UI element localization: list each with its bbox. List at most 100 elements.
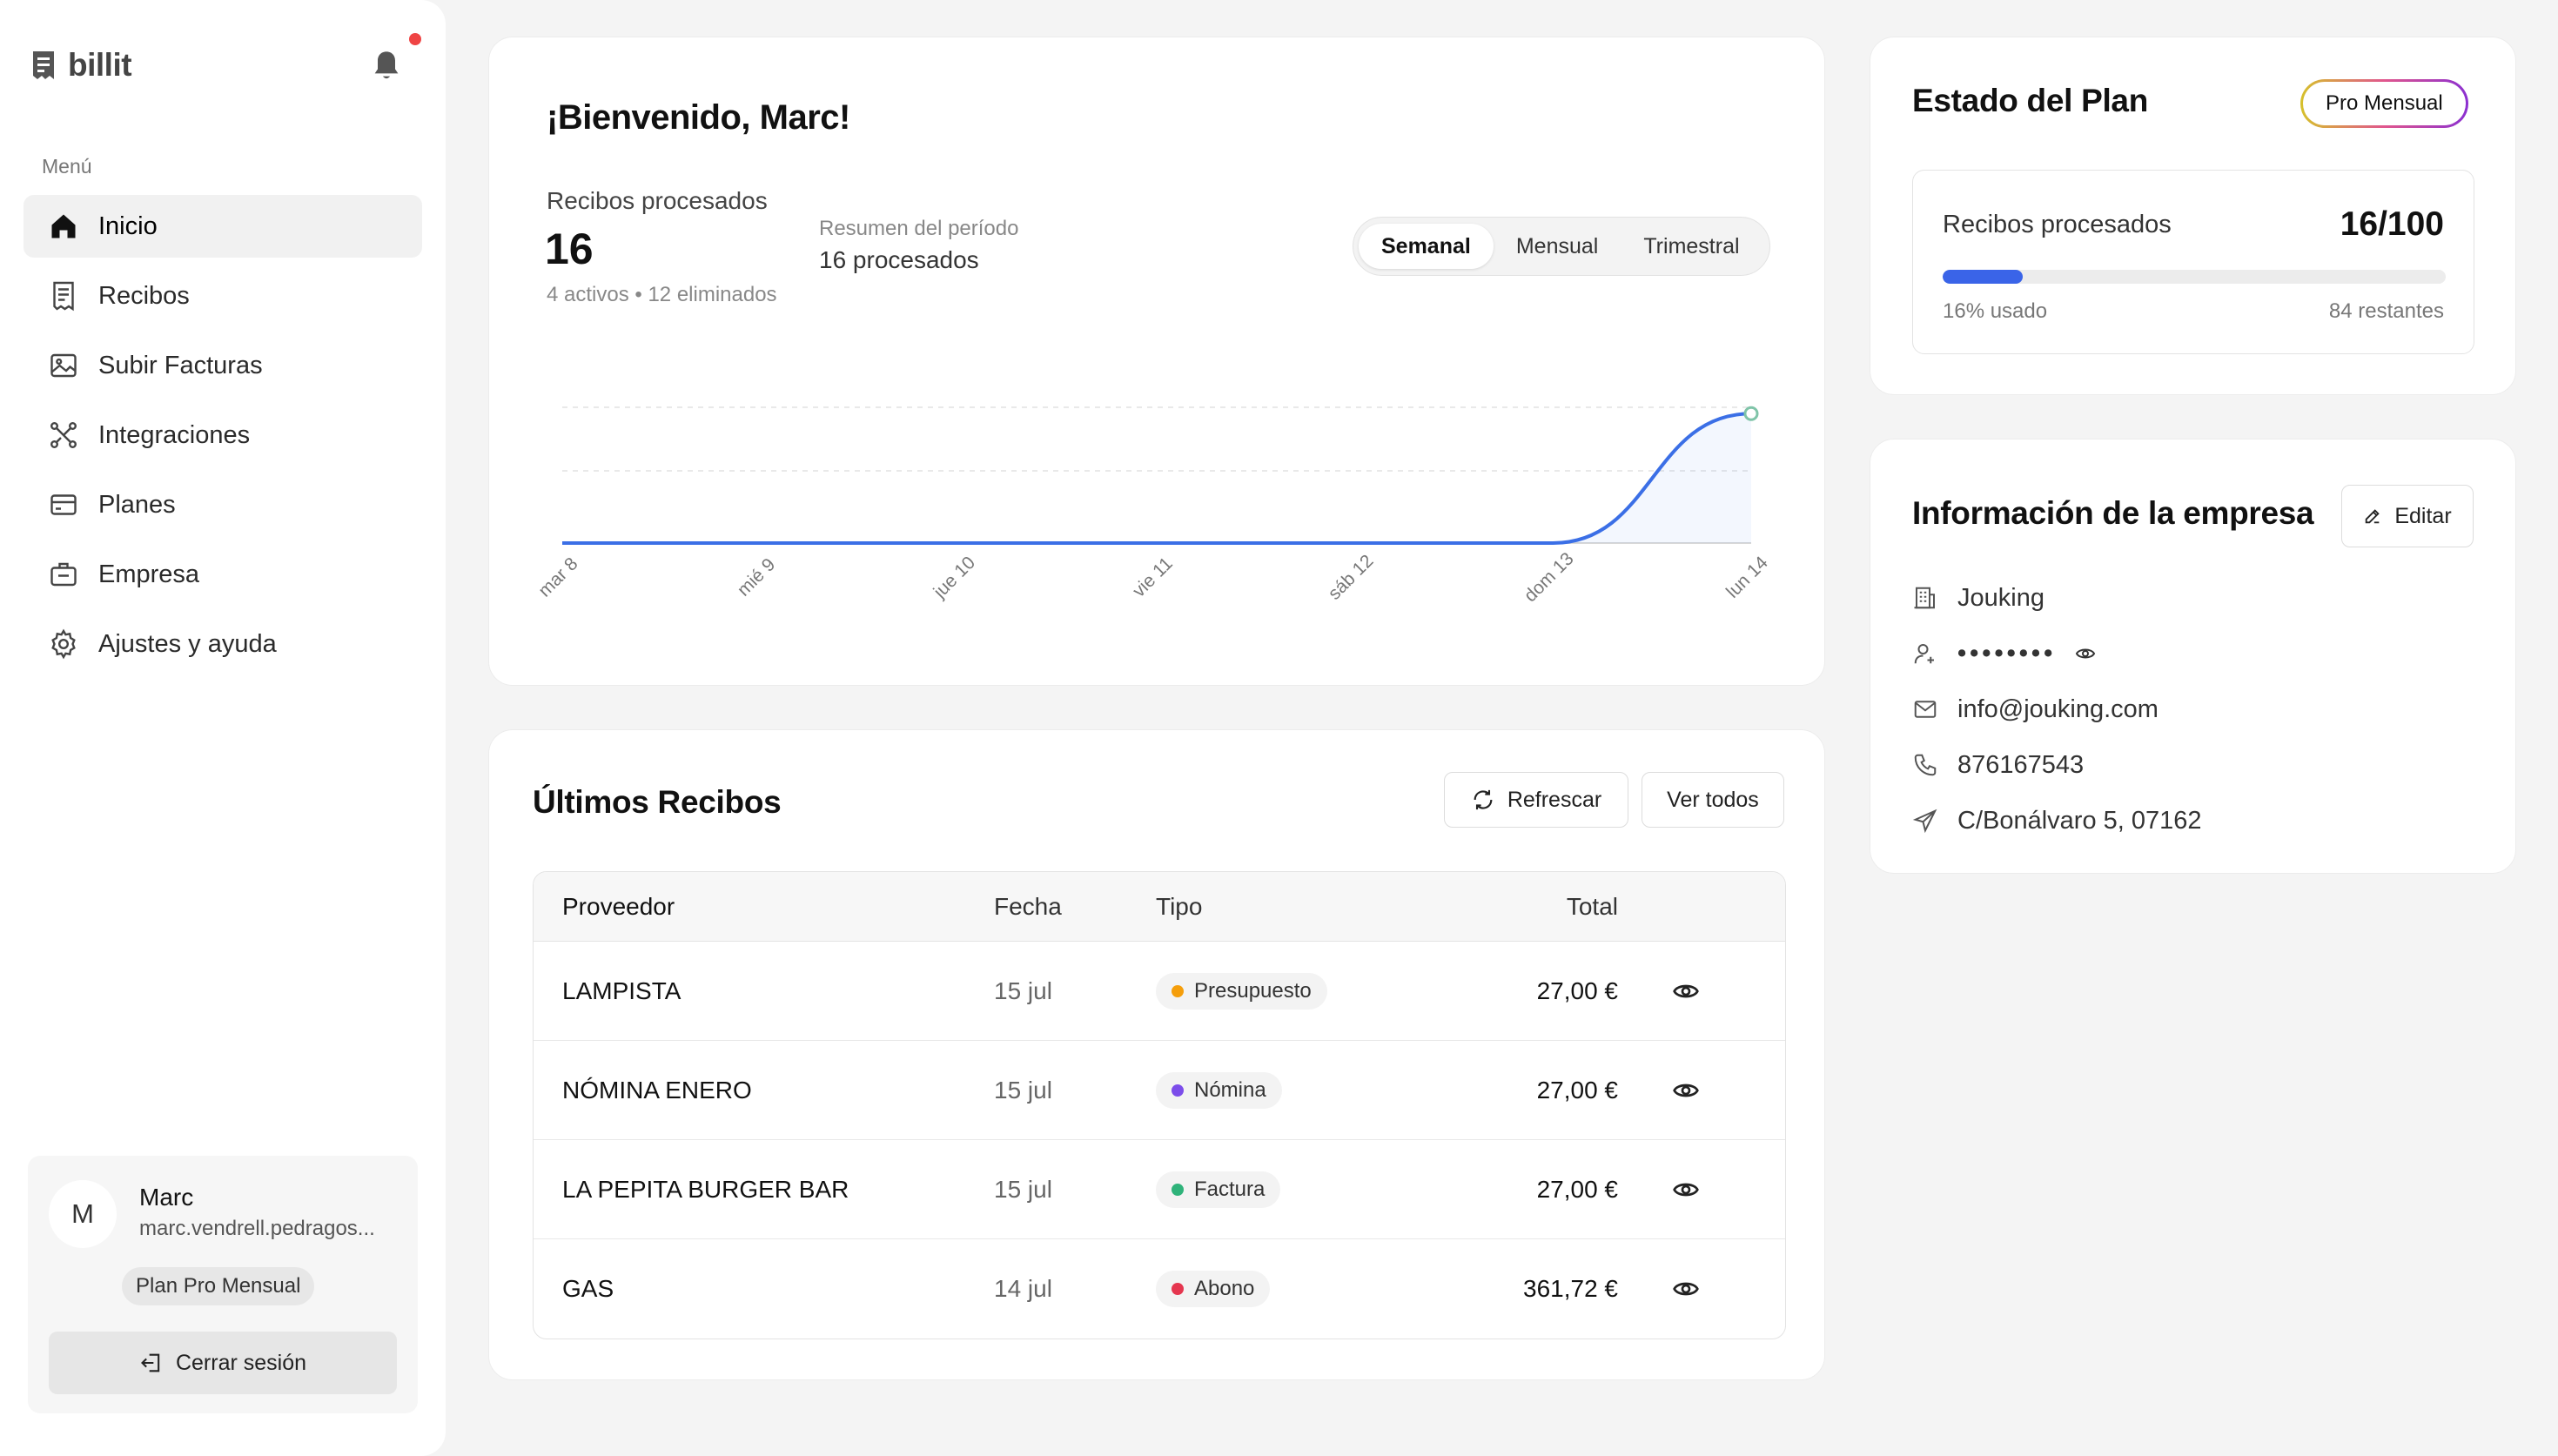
row-total: 27,00 €: [1536, 976, 1618, 1004]
plan-card: Estado del Plan Pro Mensual Recibos proc…: [1870, 37, 2516, 395]
card-icon: [50, 494, 77, 515]
sidebar-item-subir-facturas[interactable]: Subir Facturas: [23, 334, 422, 397]
phone-icon: [1914, 754, 1937, 776]
receipt-logo-icon: [33, 51, 54, 79]
stat-value: 16: [545, 225, 594, 273]
sidebar-item-label: Planes: [98, 490, 176, 519]
row-date: 15 jul: [994, 1076, 1052, 1104]
type-dot: [1172, 1283, 1184, 1295]
user-name: Marc: [139, 1184, 194, 1211]
tab-semanal[interactable]: Semanal: [1359, 224, 1494, 269]
col-provider[interactable]: Proveedor: [562, 892, 675, 920]
company-address: C/Bonálvaro 5, 07162: [1957, 806, 2202, 835]
x-tick-label: sáb 12: [1325, 551, 1378, 604]
table-row[interactable]: GAS 14 jul Abono 361,72 €: [534, 1239, 1785, 1339]
company-name: Jouking: [1957, 583, 2044, 612]
bell-icon[interactable]: [369, 49, 404, 84]
x-tick-label: lun 14: [1722, 553, 1772, 602]
col-type[interactable]: Tipo: [1156, 892, 1203, 920]
tab-trimestral[interactable]: Trimestral: [1643, 233, 1740, 258]
mail-icon: [1914, 701, 1937, 718]
receipt-icon: [53, 281, 74, 312]
company-masked-id: ••••••••: [1957, 639, 2057, 668]
company-email: info@jouking.com: [1957, 694, 2159, 723]
menu-label: Menú: [42, 155, 92, 178]
pencil-icon: [2366, 509, 2380, 524]
type-dot: [1172, 1183, 1184, 1196]
type-label: Factura: [1194, 1177, 1266, 1201]
sidebar-item-label: Subir Facturas: [98, 351, 263, 379]
image-icon: [50, 353, 77, 378]
avatar[interactable]: M: [49, 1180, 117, 1248]
eye-icon[interactable]: [1672, 1176, 1700, 1204]
refresh-icon: [1474, 789, 1493, 810]
company-name-row: Jouking: [1912, 570, 2202, 626]
company-phone-row: 876167543: [1912, 737, 2202, 793]
type-badge: Presupuesto: [1156, 972, 1327, 1010]
brand-logo[interactable]: billit: [31, 47, 132, 84]
type-label: Nómina: [1194, 1077, 1266, 1102]
plan-chip: Plan Pro Mensual: [122, 1267, 315, 1305]
sidebar-item-planes[interactable]: Planes: [23, 473, 422, 536]
sidebar-item-integraciones[interactable]: Integraciones: [23, 404, 422, 466]
refresh-label: Refrescar: [1507, 787, 1602, 812]
view-all-button[interactable]: Ver todos: [1642, 772, 1784, 828]
briefcase-icon: [50, 562, 77, 587]
table-row[interactable]: NÓMINA ENERO 15 jul Nómina 27,00 €: [534, 1041, 1785, 1140]
receipts-card: Últimos Recibos Refrescar Ver todos Prov…: [488, 729, 1825, 1380]
series-area: [562, 413, 1751, 543]
row-date: 15 jul: [994, 976, 1052, 1004]
x-tick-label: mié 9: [734, 554, 780, 601]
company-email-row: info@jouking.com: [1912, 681, 2202, 737]
usage-used: 16% usado: [1943, 299, 2048, 323]
sidebar-item-ajustes[interactable]: Ajustes y ayuda: [23, 613, 422, 675]
edit-button[interactable]: Editar: [2341, 485, 2474, 547]
col-total[interactable]: Total: [1566, 892, 1618, 920]
notification-dot: [409, 33, 421, 45]
col-date[interactable]: Fecha: [994, 892, 1062, 920]
period-value: 16 procesados: [819, 246, 979, 273]
receipts-table: Proveedor Fecha Tipo Total LAMPISTA 15 ju…: [533, 871, 1786, 1339]
eye-icon[interactable]: [2075, 643, 2096, 664]
row-type: Nómina: [1156, 1071, 1282, 1109]
refresh-button[interactable]: Refrescar: [1444, 772, 1628, 828]
sidebar-item-label: Inicio: [98, 211, 158, 240]
page-title: ¡Bienvenido, Marc!: [547, 98, 850, 137]
plan-badge: Pro Mensual: [2300, 79, 2468, 128]
sidebar-item-empresa[interactable]: Empresa: [23, 543, 422, 606]
plan-title: Estado del Plan: [1912, 83, 2149, 118]
usage-remaining: 84 restantes: [2328, 299, 2444, 323]
table-header: Proveedor Fecha Tipo Total: [534, 872, 1785, 942]
sidebar-item-label: Integraciones: [98, 420, 251, 449]
sidebar-item-inicio[interactable]: Inicio: [23, 195, 422, 258]
row-total: 361,72 €: [1523, 1275, 1618, 1302]
x-tick-label: vie 11: [1129, 554, 1177, 601]
row-type: Presupuesto: [1156, 972, 1327, 1010]
eye-icon[interactable]: [1672, 1275, 1700, 1303]
stat-sub: 4 activos • 12 eliminados: [547, 283, 777, 306]
sidebar-item-recibos[interactable]: Recibos: [23, 265, 422, 327]
row-total: 27,00 €: [1536, 1175, 1618, 1203]
company-phone: 876167543: [1957, 750, 2085, 779]
type-badge: Factura: [1156, 1171, 1281, 1208]
table-row[interactable]: LA PEPITA BURGER BAR 15 jul Factura 27,00 €: [534, 1140, 1785, 1239]
receipts-title: Últimos Recibos: [533, 784, 782, 820]
receipts-chart: mar 8 mié 9 jue 10 vie 11 sáb 12 dom 13 lun 14: [534, 406, 1772, 607]
row-total: 27,00 €: [1536, 1076, 1618, 1104]
logout-button[interactable]: Cerrar sesión: [49, 1332, 397, 1394]
usage-progress: [1943, 270, 2446, 284]
table-row[interactable]: LAMPISTA 15 jul Presupuesto 27,00 €: [534, 942, 1785, 1041]
eye-icon[interactable]: [1672, 1077, 1700, 1104]
eye-icon[interactable]: [1672, 977, 1700, 1005]
sidebar-item-label: Recibos: [98, 281, 190, 310]
user-email: marc.vendrell.pedragos...: [139, 1217, 375, 1240]
welcome-card: ¡Bienvenido, Marc! Recibos procesados 16…: [488, 37, 1825, 686]
type-dot: [1172, 1084, 1184, 1097]
x-tick-label: dom 13: [1521, 549, 1578, 607]
row-provider: GAS: [562, 1275, 614, 1302]
data-point[interactable]: [1743, 406, 1759, 421]
tab-mensual[interactable]: Mensual: [1515, 233, 1599, 258]
row-provider: LAMPISTA: [562, 976, 681, 1004]
stat-label: Recibos procesados: [547, 187, 768, 214]
logout-label: Cerrar sesión: [175, 1350, 307, 1375]
